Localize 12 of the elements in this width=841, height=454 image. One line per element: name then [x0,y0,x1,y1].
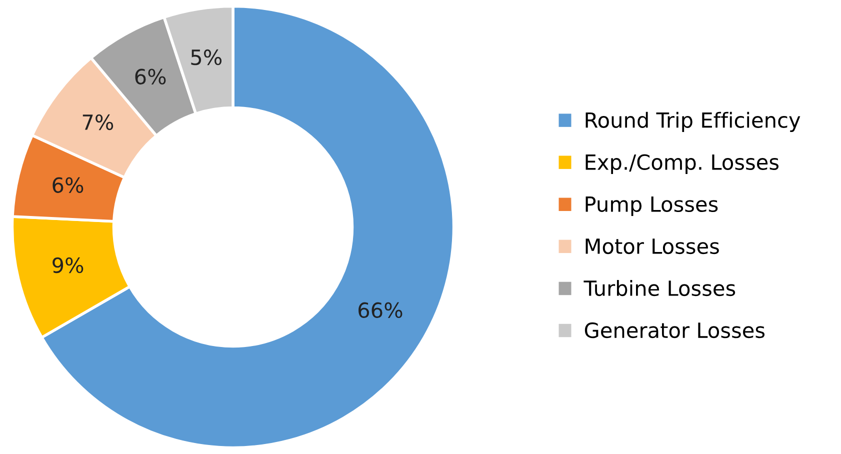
legend-label: Pump Losses [586,196,718,216]
legend-label: Exp./Comp. Losses [586,154,779,174]
data-label: 7% [82,114,114,130]
data-label: 6% [52,177,84,193]
legend-label: Generator Losses [584,322,765,338]
data-label: 66% [358,302,402,318]
data-label: 5% [191,49,222,66]
legend-label: Motor Losses [586,238,719,254]
legend-label: Round Trip Efficiency [586,112,800,132]
data-label: 6% [135,68,166,84]
legend-label: Turbine Losses [584,280,736,296]
data-label: 9% [52,257,84,274]
